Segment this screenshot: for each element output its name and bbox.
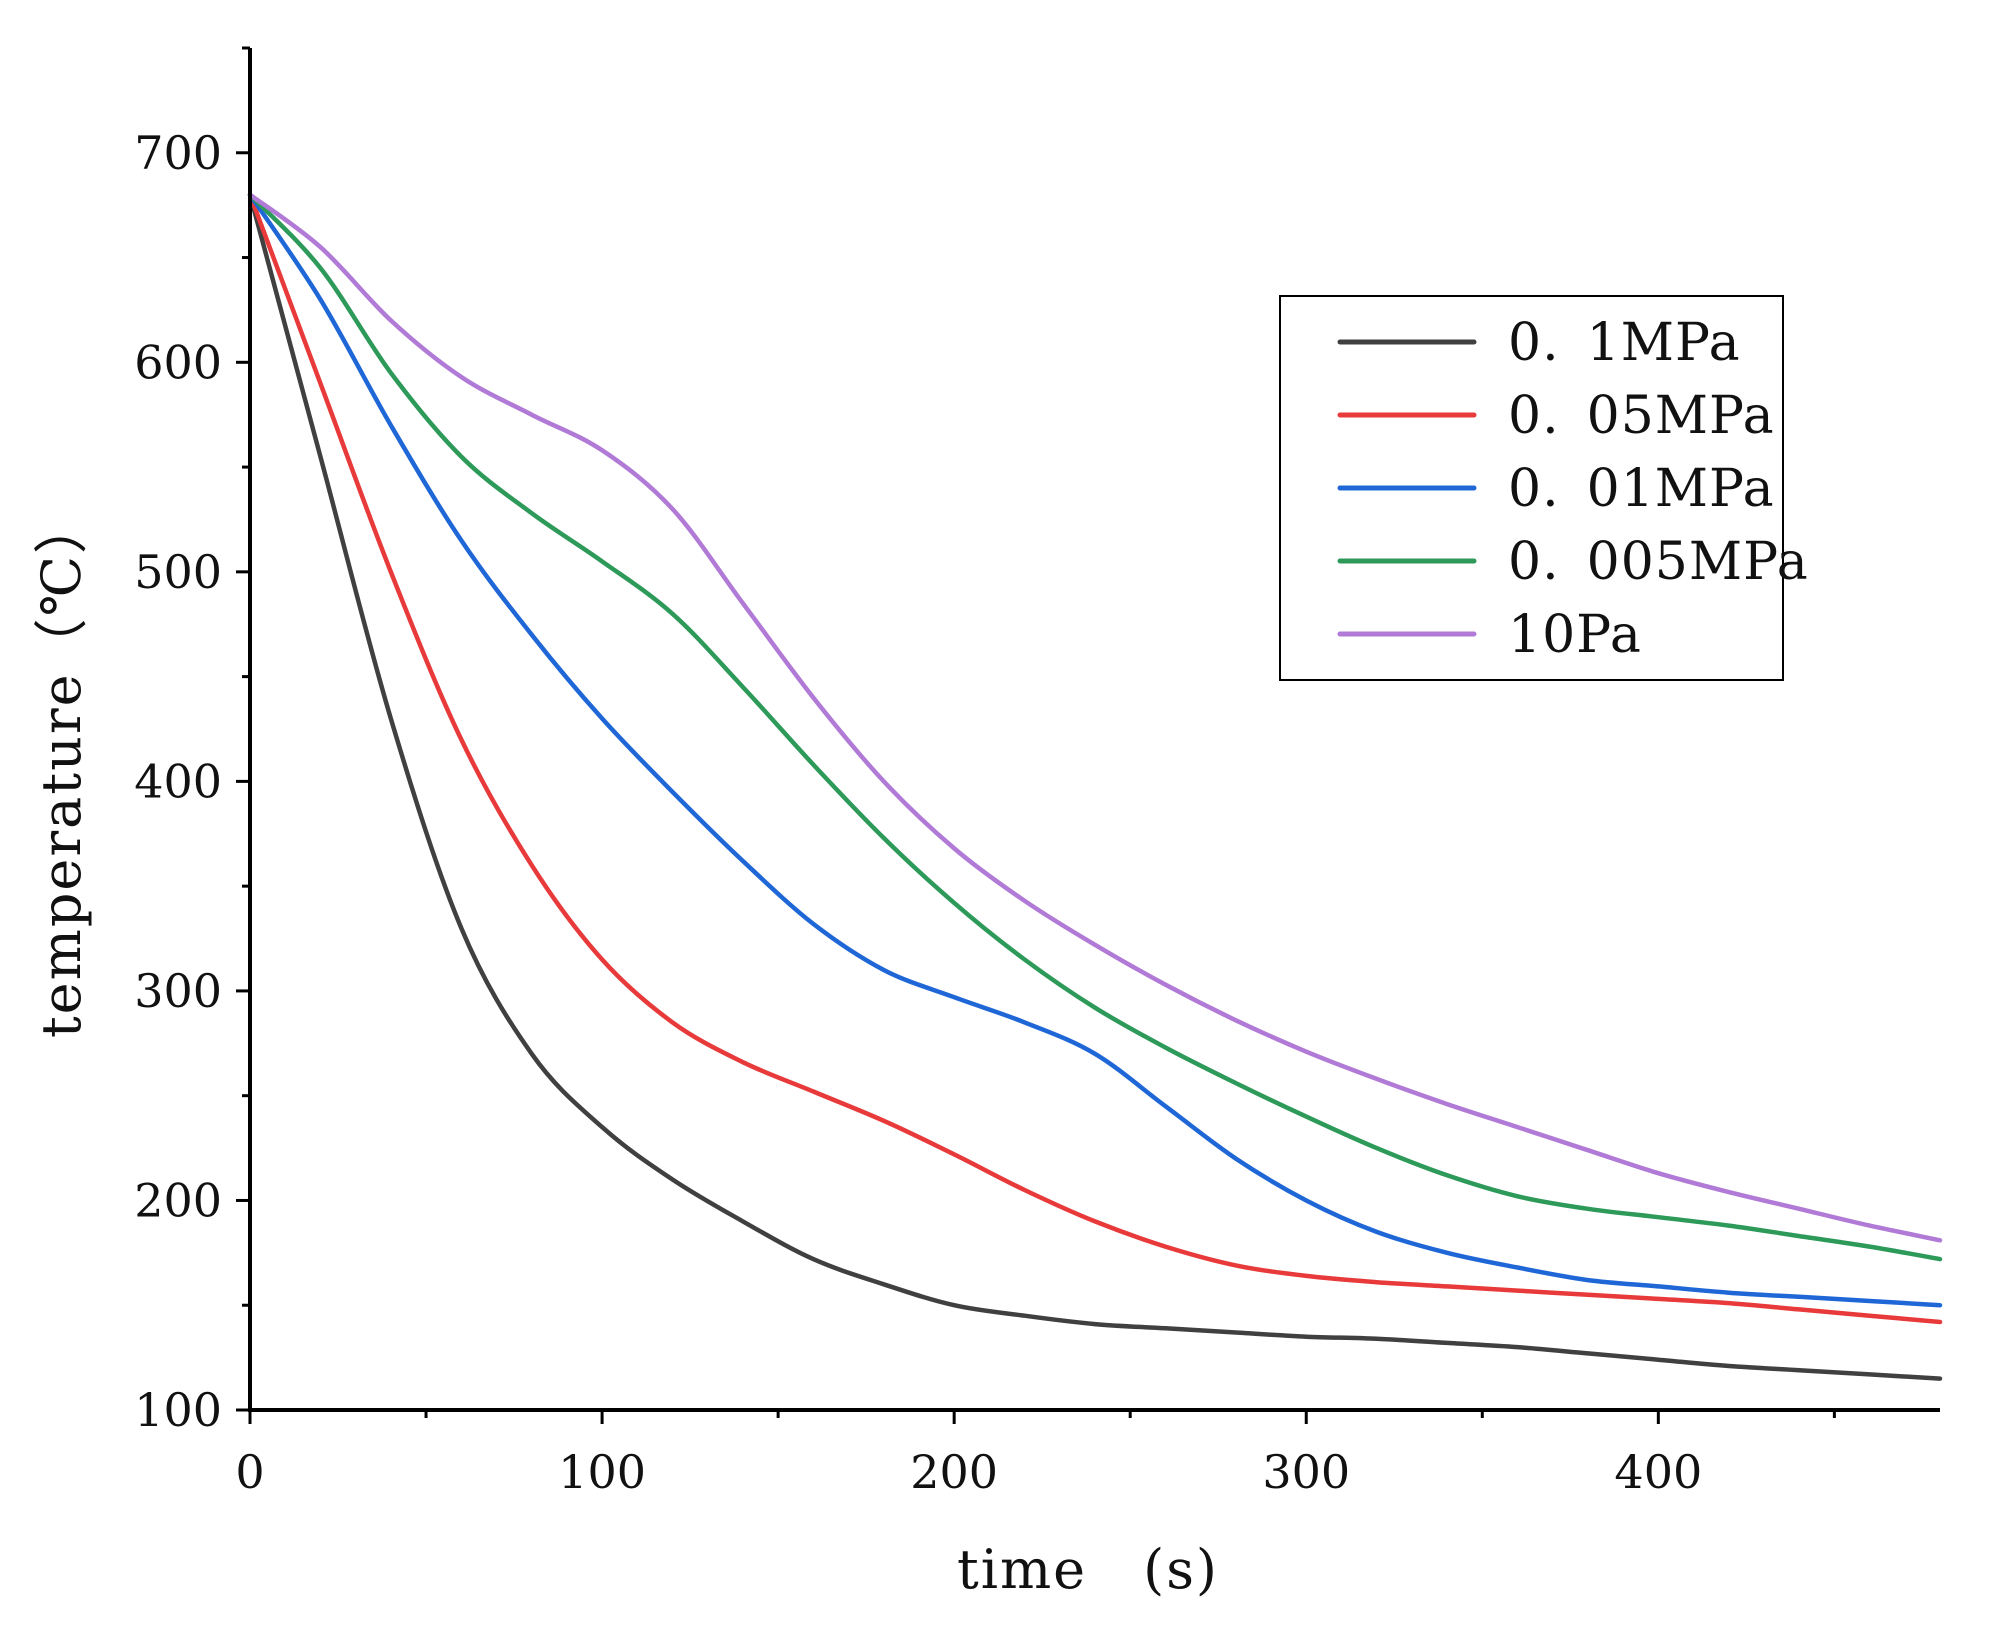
legend-label-0-05mpa: 0. 05MPa — [1508, 386, 1775, 446]
x-tick-label: 100 — [558, 1445, 646, 1499]
y-tick-label: 400 — [134, 754, 222, 808]
x-tick-label: 400 — [1614, 1445, 1702, 1499]
y-tick-label: 700 — [134, 126, 222, 180]
legend-label-0-01mpa: 0. 01MPa — [1508, 459, 1775, 519]
y-tick-label: 600 — [134, 335, 222, 389]
legend: 0. 1MPa 0. 05MPa 0. 01MPa 0. 005MPa 10Pa — [1279, 295, 1809, 681]
x-tick-label: 200 — [910, 1445, 998, 1499]
series-line-0-01mpa — [247, 192, 1943, 1308]
x-tick-label: 0 — [235, 1445, 264, 1499]
axes — [248, 48, 1940, 1412]
series-line-0-05mpa — [247, 192, 1943, 1325]
legend-label-0-005mpa: 0. 005MPa — [1508, 532, 1809, 592]
y-tick-label: 100 — [134, 1383, 222, 1437]
series-line-0-1mpa — [247, 192, 1943, 1381]
y-axis-title: temperature（℃） — [30, 498, 93, 1038]
y-tick-label: 500 — [134, 545, 222, 599]
y-tick-label: 200 — [134, 1173, 222, 1227]
series-line-10pa — [247, 192, 1943, 1243]
legend-label-10pa: 10Pa — [1508, 605, 1642, 665]
x-axis-title: time (s) — [957, 1538, 1219, 1601]
series-line-0-005mpa — [247, 192, 1943, 1262]
plot-lines — [247, 192, 1943, 1381]
x-tick-label: 300 — [1262, 1445, 1350, 1499]
legend-label-0-1mpa: 0. 1MPa — [1508, 313, 1741, 373]
y-tick-label: 300 — [134, 964, 222, 1018]
